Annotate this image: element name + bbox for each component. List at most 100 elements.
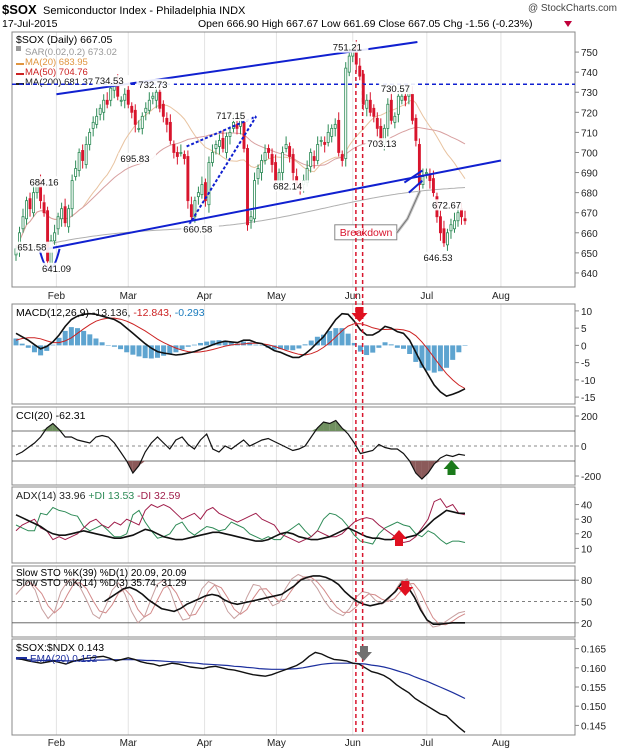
candle bbox=[284, 144, 288, 149]
macd-histogram-bar bbox=[339, 328, 345, 346]
candle bbox=[368, 99, 372, 113]
legend-entry: SAR(0.02,0.2) 673.02 bbox=[25, 47, 117, 58]
price-label-bg bbox=[365, 138, 403, 150]
candle bbox=[225, 136, 228, 153]
candle bbox=[95, 115, 99, 125]
candle bbox=[56, 216, 60, 230]
ratio-axis-label: 0.160 bbox=[581, 664, 606, 675]
macd-histogram-bar bbox=[167, 345, 173, 354]
candle bbox=[74, 168, 78, 177]
ema-legend: EMA(20) 0.152 bbox=[30, 654, 98, 665]
candle bbox=[358, 65, 362, 77]
macd-histogram-bar bbox=[431, 345, 437, 373]
candle bbox=[337, 119, 341, 153]
price-axis-label: 670 bbox=[581, 209, 598, 220]
macd-histogram-bar bbox=[105, 345, 111, 346]
macd-value: -13.136, bbox=[92, 307, 133, 319]
macd-value: -0.293 bbox=[175, 307, 205, 319]
candle bbox=[319, 140, 323, 142]
candle bbox=[393, 115, 397, 123]
macd-line bbox=[15, 312, 466, 397]
buy-arrow-icon bbox=[443, 460, 460, 475]
macd-histogram-bar bbox=[111, 345, 117, 347]
candle bbox=[316, 144, 320, 161]
macd-histogram-bar bbox=[345, 333, 351, 346]
sto-d-line bbox=[15, 576, 466, 626]
macd-histogram-bar bbox=[259, 345, 265, 346]
price-label-bg bbox=[136, 78, 174, 90]
macd-histogram-bar bbox=[191, 344, 197, 346]
candle bbox=[221, 138, 225, 149]
candle bbox=[84, 144, 88, 165]
price-axis-label: 690 bbox=[581, 169, 598, 180]
price-label: 734.53 bbox=[95, 76, 124, 87]
ratio-arrow-icon bbox=[355, 646, 372, 661]
candle bbox=[365, 99, 369, 109]
adx-value: -DI 32.59 bbox=[137, 490, 180, 502]
legend-entry: MA(200) 681.37 bbox=[25, 77, 93, 88]
candle bbox=[372, 107, 376, 117]
macd-axis-label: 5 bbox=[581, 324, 587, 335]
macd-histogram-bar bbox=[376, 345, 382, 348]
adx-axis-label: 10 bbox=[581, 544, 593, 555]
price-label: 660.58 bbox=[183, 225, 212, 236]
candle bbox=[25, 200, 28, 220]
candle bbox=[326, 131, 330, 143]
macd-histogram-bar bbox=[31, 345, 37, 353]
breakdown-pointer bbox=[395, 190, 422, 234]
price-label: 646.53 bbox=[424, 253, 453, 264]
price-label-bg bbox=[421, 251, 460, 263]
macd-histogram-bar bbox=[241, 341, 247, 346]
candle bbox=[396, 95, 400, 115]
macd-histogram-bar bbox=[142, 345, 148, 359]
macd-histogram-bar bbox=[13, 338, 19, 346]
macd-histogram-bar bbox=[364, 345, 370, 356]
macd-panel-frame bbox=[11, 303, 576, 405]
sto-title-1: Slow STO %K(39) %D(1) 20.09, 20.09 bbox=[16, 568, 187, 579]
candle bbox=[182, 154, 186, 159]
candle bbox=[210, 152, 214, 163]
candle bbox=[144, 107, 148, 113]
macd-histogram-bar bbox=[419, 345, 425, 368]
price-label-bg bbox=[271, 180, 309, 192]
ratio-axis-label: 0.155 bbox=[581, 683, 606, 694]
candle bbox=[228, 131, 232, 137]
candle bbox=[28, 198, 32, 210]
candle bbox=[253, 180, 256, 220]
candle bbox=[249, 216, 253, 222]
adx-axis-label: 20 bbox=[581, 530, 593, 541]
macd-histogram-bar bbox=[456, 345, 462, 353]
sto-sell-arrow-icon bbox=[397, 581, 414, 596]
x-axis-label: Feb bbox=[48, 291, 66, 302]
macd-histogram-bar bbox=[407, 345, 413, 354]
breakdown-pointer-line bbox=[396, 190, 421, 234]
macd-histogram-bar bbox=[198, 342, 204, 346]
candle bbox=[189, 204, 193, 218]
candle bbox=[161, 103, 165, 117]
macd-histogram-bar bbox=[394, 345, 400, 348]
candle bbox=[151, 95, 155, 99]
bottom-x-axis-label: May bbox=[267, 738, 286, 749]
macd-histogram-bar bbox=[161, 345, 167, 356]
candle bbox=[323, 142, 327, 145]
candle bbox=[91, 121, 95, 129]
adx-line bbox=[15, 509, 465, 542]
price-label: 717.15 bbox=[216, 111, 245, 122]
macd-histogram-bar bbox=[253, 344, 259, 346]
macd-histogram-bar bbox=[425, 345, 431, 371]
cci-oversold-fill bbox=[421, 461, 429, 479]
price-label-bg bbox=[214, 110, 252, 122]
x-axis-label: Aug bbox=[492, 291, 510, 302]
candle bbox=[446, 232, 449, 246]
macd-histogram-bar bbox=[450, 345, 456, 360]
candle bbox=[309, 152, 313, 167]
adx-title: ADX(14) 33.96 +DI 13.53 -DI 32.59 bbox=[16, 490, 180, 502]
candle bbox=[263, 152, 267, 161]
candle bbox=[414, 117, 418, 141]
price-panel-frame bbox=[11, 31, 576, 288]
sto-axis-label: 50 bbox=[581, 598, 593, 609]
macd-histogram-bar bbox=[222, 340, 228, 346]
price-axis-label: 730 bbox=[581, 88, 598, 99]
price-axis-label: 650 bbox=[581, 249, 598, 260]
macd-axis-label: -15 bbox=[581, 393, 596, 404]
